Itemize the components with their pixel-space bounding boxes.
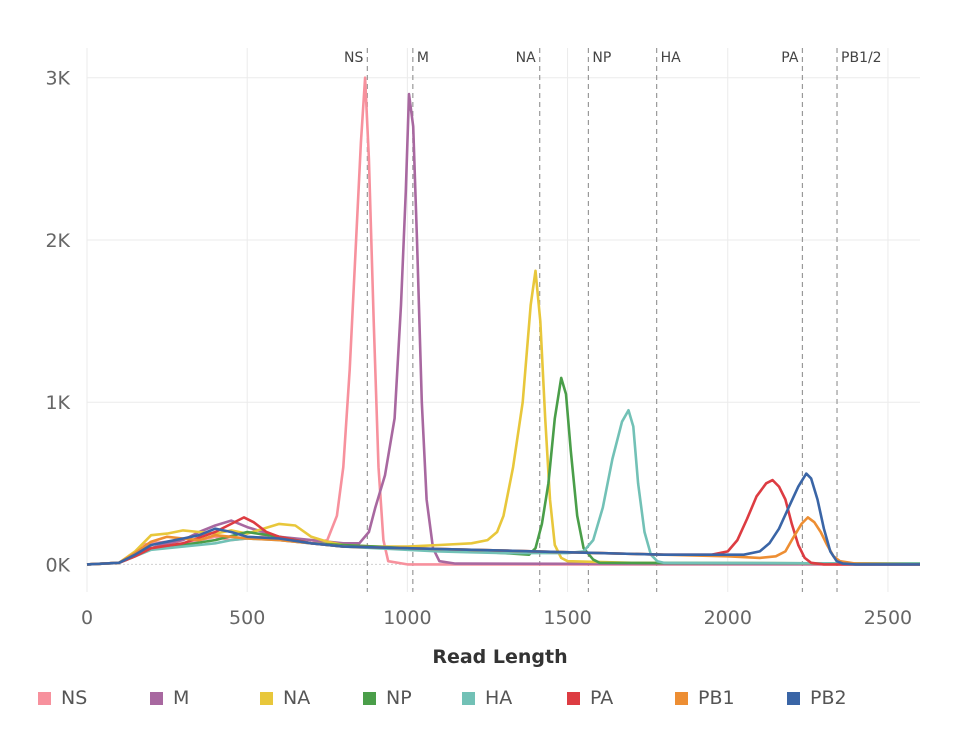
reference-label: M	[417, 50, 429, 66]
legend-swatch	[260, 691, 273, 705]
y-tick-label: 3K	[45, 68, 70, 90]
reference-label: NP	[592, 50, 611, 66]
read-length-chart: NS M NA NP HA PA PB1/2 0K 1K 2K 3K 0 500 1000 1500 20…	[45, 48, 921, 668]
legend-swatch	[675, 691, 688, 705]
legend-swatch	[38, 691, 51, 705]
series-line-na	[86, 269, 921, 566]
y-tick-label: 1K	[45, 392, 70, 414]
legend-item-ha[interactable]: HA	[462, 687, 567, 709]
y-tick-label: 0K	[45, 554, 70, 576]
legend-swatch	[567, 691, 580, 705]
reference-label: PB1/2	[841, 50, 882, 66]
x-axis-label: Read Length	[432, 646, 567, 668]
legend-swatch	[462, 691, 475, 705]
series-line-pb2	[86, 472, 920, 566]
x-tick-label: 1000	[383, 607, 431, 629]
reference-lines: NS M NA NP HA PA PB1/2	[344, 48, 882, 592]
x-tick-label: 1500	[543, 607, 591, 629]
series-line-ha	[86, 409, 921, 566]
series-line-m	[86, 92, 921, 566]
x-tick-label: 0	[81, 607, 93, 629]
legend-label: PA	[590, 687, 614, 709]
legend-item-pb2[interactable]: PB2	[787, 687, 857, 709]
legend-label: NS	[61, 687, 88, 709]
legend-label: M	[173, 687, 190, 709]
reference-label: HA	[661, 50, 682, 66]
legend-label: HA	[485, 687, 513, 709]
legend-item-np[interactable]: NP	[363, 687, 462, 709]
y-tick-label: 2K	[45, 230, 70, 252]
legend-swatch	[150, 691, 163, 705]
y-axis-ticks: 0K 1K 2K 3K	[45, 68, 70, 577]
reference-label: PA	[781, 50, 799, 66]
legend-label: NA	[283, 687, 311, 709]
legend: NS M NA NP HA PA PB1 PB2	[38, 687, 857, 709]
series-lines	[86, 76, 921, 566]
legend-label: PB1	[698, 687, 735, 709]
x-axis-ticks: 0 500 1000 1500 2000 2500	[81, 607, 912, 629]
legend-label: NP	[386, 687, 412, 709]
reference-label: NA	[516, 50, 536, 66]
legend-item-ns[interactable]: NS	[38, 687, 150, 709]
legend-swatch	[363, 691, 376, 705]
x-tick-label: 500	[229, 607, 265, 629]
legend-item-pb1[interactable]: PB1	[675, 687, 787, 709]
x-tick-label: 2000	[704, 607, 752, 629]
legend-label: PB2	[810, 687, 847, 709]
reference-label: NS	[344, 50, 363, 66]
legend-item-na[interactable]: NA	[260, 687, 363, 709]
legend-swatch	[787, 691, 800, 705]
legend-item-m[interactable]: M	[150, 687, 260, 709]
legend-item-pa[interactable]: PA	[567, 687, 675, 709]
x-tick-label: 2500	[864, 607, 912, 629]
